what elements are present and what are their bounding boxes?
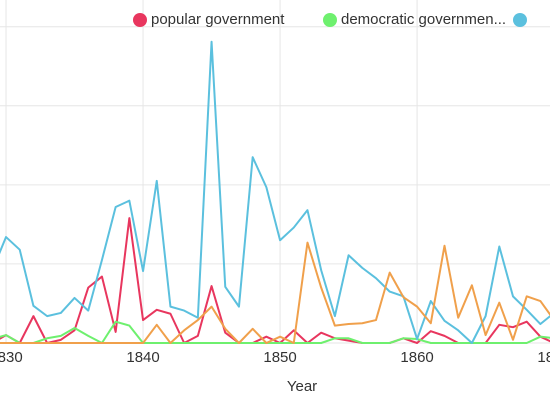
legend-marker xyxy=(323,13,337,27)
legend-label: popular government xyxy=(151,11,285,28)
legend-marker xyxy=(133,13,147,27)
x-tick-label: 1850 xyxy=(263,349,296,366)
series-line xyxy=(0,320,550,344)
series-line xyxy=(0,40,550,344)
series-line xyxy=(0,241,550,344)
x-tick-label: 1870 xyxy=(537,349,550,366)
x-axis-title: Year xyxy=(287,378,317,395)
x-tick-label: 1840 xyxy=(126,349,159,366)
x-tick-label: 1860 xyxy=(400,349,433,366)
series-line xyxy=(0,217,550,344)
legend-marker xyxy=(513,13,527,27)
x-tick-label: 1830 xyxy=(0,349,23,366)
legend-label: democratic governmen... xyxy=(341,11,506,28)
